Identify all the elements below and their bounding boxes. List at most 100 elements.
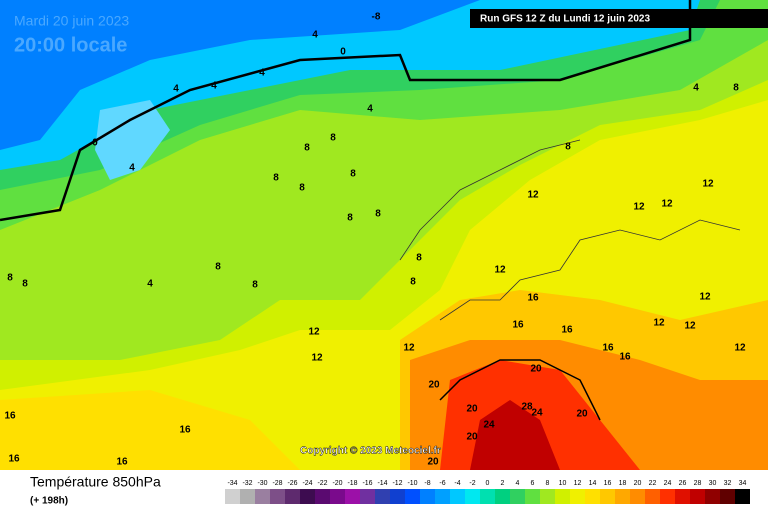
contour-label: 12: [653, 318, 665, 329]
legend-label: 2: [501, 480, 505, 487]
legend-swatch: [375, 489, 390, 504]
contour-label: 20: [428, 380, 440, 391]
contour-label: 12: [699, 292, 711, 303]
isotherm: [439, 359, 601, 421]
legend-swatch: [225, 489, 240, 504]
legend-swatch: [570, 489, 585, 504]
legend-swatch: [450, 489, 465, 504]
contour-label: 12: [527, 190, 539, 201]
legend-swatch: [660, 489, 675, 504]
legend-swatch: [705, 489, 720, 504]
contour-label: 4: [259, 68, 265, 79]
contour-label: 0: [340, 47, 346, 58]
legend-swatch: [690, 489, 705, 504]
legend-swatch: [555, 489, 570, 504]
legend-swatch: [600, 489, 615, 504]
legend-label: 30: [709, 480, 717, 487]
contour-label: 8: [350, 169, 356, 180]
contour-label: 8: [304, 143, 310, 154]
contour-label: 4: [147, 279, 153, 290]
coastline: [399, 139, 581, 261]
legend-swatch: [465, 489, 480, 504]
contour-label: 20: [466, 432, 478, 443]
contour-label: 20: [576, 409, 588, 420]
forecast-time: 20:00 locale: [14, 34, 127, 56]
band: [470, 400, 560, 470]
legend-label: -14: [377, 480, 387, 487]
contour-label: 8: [733, 83, 739, 94]
legend-label: -12: [392, 480, 402, 487]
legend-label: 26: [679, 480, 687, 487]
contour-label: 16: [619, 352, 631, 363]
band: [0, 0, 480, 150]
legend-swatch: [480, 489, 495, 504]
legend-swatch: [315, 489, 330, 504]
legend: -34 -32 -30 -28 -26 -24 -22 -20 -18 -16 -14 -12 -10-…: [225, 480, 750, 504]
legend-swatch: [675, 489, 690, 504]
contour-label: 4: [367, 104, 373, 115]
contour-label: 8: [375, 209, 381, 220]
contour-label: 8: [273, 173, 279, 184]
legend-swatch: [330, 489, 345, 504]
contour-label: 16: [512, 320, 524, 331]
contour-label: 0: [92, 138, 98, 149]
copyright: Copyright © 2023 Meteociel.fr: [300, 446, 441, 457]
contour-label: 20: [466, 404, 478, 415]
contour-label: 12: [684, 321, 696, 332]
contour-label: 16: [116, 457, 128, 468]
legend-swatch: [270, 489, 285, 504]
contour-label: 4: [173, 84, 179, 95]
legend-swatch: [420, 489, 435, 504]
contour-label: 12: [702, 179, 714, 190]
contour-label: 20: [530, 364, 542, 375]
legend-label: 14: [589, 480, 597, 487]
contour-label: 8: [330, 133, 336, 144]
legend-label: -18: [347, 480, 357, 487]
legend-label: 28: [694, 480, 702, 487]
legend-label: -26: [287, 480, 297, 487]
legend-label: -16: [362, 480, 372, 487]
isotherm: [0, 0, 692, 222]
contour-label: 8: [347, 213, 353, 224]
legend-label: -24: [302, 480, 312, 487]
contour-label: 4: [129, 163, 135, 174]
legend-label: 6: [531, 480, 535, 487]
legend-label: 12: [574, 480, 582, 487]
legend-swatch: [540, 489, 555, 504]
contour-label: 16: [8, 454, 20, 465]
run-info: Run GFS 12 Z du Lundi 12 juin 2023: [480, 14, 650, 25]
contour-label: 8: [7, 273, 13, 284]
coastline: [439, 219, 741, 321]
contour-label: 8: [252, 280, 258, 291]
contour-label: 12: [494, 265, 506, 276]
contour-label: 16: [602, 343, 614, 354]
legend-swatch: [525, 489, 540, 504]
legend-swatch: [720, 489, 735, 504]
contour-label: 12: [734, 343, 746, 354]
legend-label: -4: [454, 480, 460, 487]
legend-label: 18: [619, 480, 627, 487]
legend-label: -10: [407, 480, 417, 487]
legend-swatch: [285, 489, 300, 504]
contour-label: 24: [531, 408, 543, 419]
legend-label: -34: [227, 480, 237, 487]
contour-label: 16: [561, 325, 573, 336]
legend-swatch: [255, 489, 270, 504]
contour-label: 8: [22, 279, 28, 290]
contour-label: 12: [308, 327, 320, 338]
legend-swatch: [630, 489, 645, 504]
legend-swatch: [435, 489, 450, 504]
contour-label: 16: [179, 425, 191, 436]
legend-swatch: [360, 489, 375, 504]
band: [0, 390, 300, 470]
legend-label: 34: [739, 480, 747, 487]
legend-label: 10: [559, 480, 567, 487]
contour-label: 4: [312, 30, 318, 41]
contour-label: 4: [211, 81, 217, 92]
legend-label: 32: [724, 480, 732, 487]
legend-label: -32: [242, 480, 252, 487]
contour-label: 8: [299, 183, 305, 194]
contour-label: 8: [410, 277, 416, 288]
